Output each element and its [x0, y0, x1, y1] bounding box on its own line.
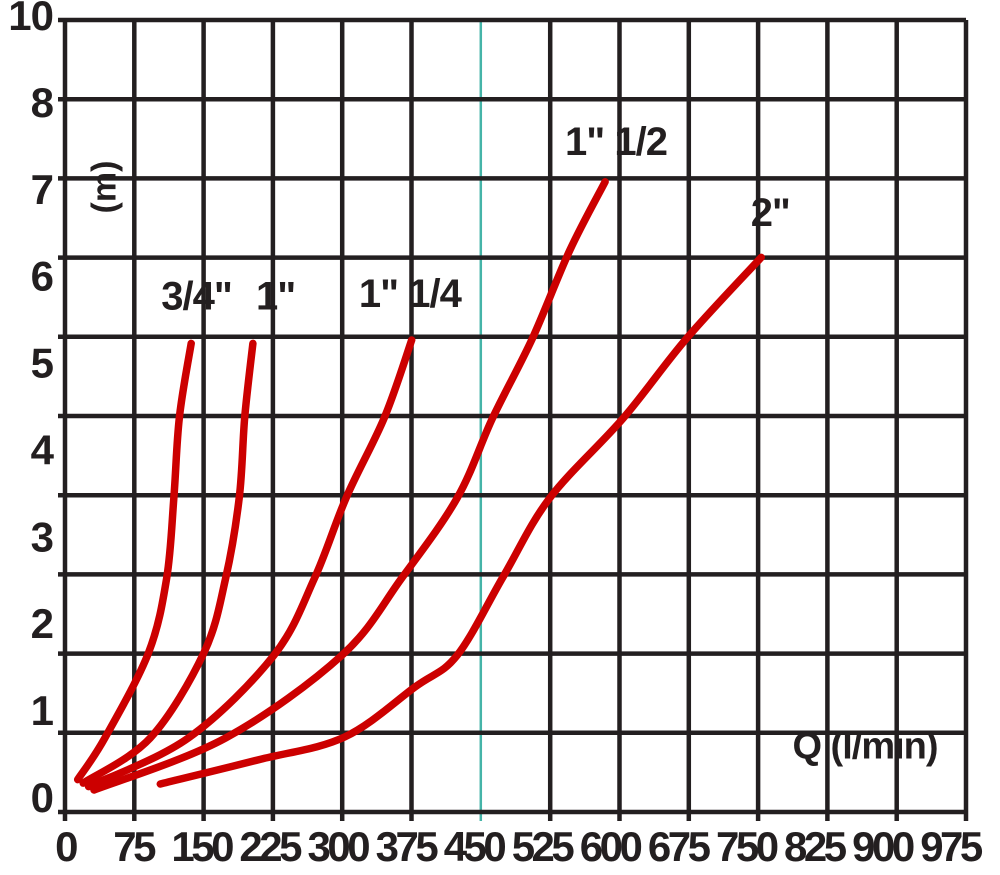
x-tick-label-600: 600 — [580, 823, 642, 870]
curve-1-1-2-inch — [90, 178, 609, 794]
x-tick-label-675: 675 — [648, 823, 711, 870]
y-tick-label-6: 6 — [31, 253, 53, 300]
curve-1-1-2-inch-label: 1" 1/2 — [565, 120, 667, 164]
curve-3-4-inch-label: 3/4" — [161, 275, 232, 319]
curve-1-inch — [79, 339, 257, 787]
y-tick-label-10: 10 — [8, 0, 53, 39]
curve-3-4-inch — [73, 339, 195, 784]
curve-2-inch — [156, 253, 765, 788]
curve-labels: 3/4" 1" 1" 1/4 1" 1/2 2" — [161, 120, 791, 319]
x-tick-label-975: 975 — [920, 823, 983, 870]
curve-2-inch-label: 2" — [751, 191, 790, 235]
x-tick-label-825: 825 — [784, 823, 847, 870]
x-tick-label-300: 300 — [308, 823, 370, 870]
curve-1-1-4-inch — [84, 336, 416, 791]
y-tick-label-3: 3 — [31, 513, 53, 560]
curves — [73, 178, 765, 794]
x-tick-label-225: 225 — [239, 823, 302, 870]
gridlines — [58, 17, 969, 821]
y-axis-unit-label: (m) — [85, 160, 124, 214]
y-tick-label-5: 5 — [31, 340, 54, 387]
x-tick-label-750: 750 — [716, 823, 778, 870]
x-tick-label-525: 525 — [512, 823, 575, 870]
x-tick-label-75: 75 — [113, 823, 156, 870]
x-tick-label-375: 375 — [376, 823, 439, 870]
x-tick-label-0: 0 — [55, 823, 77, 870]
x-tick-label-900: 900 — [852, 823, 914, 870]
y-tick-label-1: 1 — [31, 687, 54, 734]
x-axis-unit-label: Q (l/min) — [792, 725, 938, 768]
curve-1-inch-label: 1" — [256, 275, 295, 319]
y-tick-label-8: 8 — [31, 79, 54, 126]
y-tick-label-4: 4 — [31, 426, 55, 473]
curve-1-1-4-inch-label: 1" 1/4 — [359, 272, 463, 316]
y-tick-label-0: 0 — [31, 774, 53, 821]
y-tick-label-7: 7 — [31, 166, 53, 213]
y-tick-label-2: 2 — [31, 600, 53, 647]
x-tick-label-150: 150 — [171, 823, 233, 870]
x-tick-label-450: 450 — [444, 823, 506, 870]
axis-tick-labels: 0 75 150 225 300 375 450 525 600 675 750 825 900 9751… — [8, 0, 986, 870]
